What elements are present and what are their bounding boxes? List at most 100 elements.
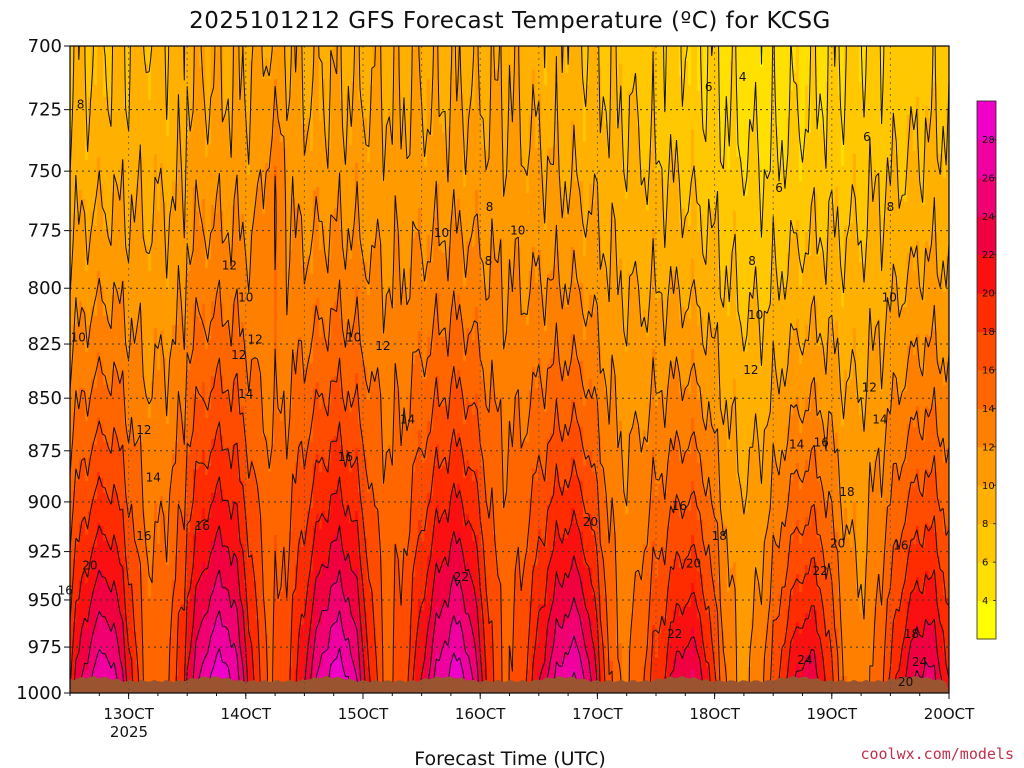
colorbar-tick-label: 16 bbox=[982, 366, 995, 377]
contour-label: 20 bbox=[898, 675, 913, 689]
colorbar-tick-label: 6 bbox=[982, 558, 988, 569]
contour-label: 24 bbox=[912, 655, 927, 669]
contour-label: 22 bbox=[667, 627, 682, 641]
grid-lines bbox=[70, 46, 949, 693]
x-axis-label: Forecast Time (UTC) bbox=[414, 748, 605, 768]
contour-label: 18 bbox=[904, 627, 919, 641]
chart-title: 2025101212 GFS Forecast Temperature (ºC)… bbox=[189, 8, 831, 34]
contour-label: 8 bbox=[77, 98, 85, 112]
colorbar-tick-label: 26 bbox=[982, 173, 995, 184]
contour-label: 16 bbox=[893, 539, 908, 553]
colorbar: 4 6 8 10 12 14 16 18 20 22 24 26 28 bbox=[976, 100, 997, 640]
colorbar-swatch bbox=[977, 254, 996, 294]
contour-labels: 8101620121416121212101416101214162210882… bbox=[58, 70, 928, 689]
x-tick-label: 18OCT bbox=[689, 705, 740, 723]
y-tick-label: 925 bbox=[28, 542, 62, 563]
contour-label: 20 bbox=[82, 558, 97, 572]
x-tick-label: 17OCT bbox=[572, 705, 623, 723]
colorbar-swatch bbox=[977, 101, 996, 140]
contour-label: 8 bbox=[485, 254, 493, 268]
x-tick-label: 19OCT bbox=[807, 705, 858, 723]
y-tick-label: 900 bbox=[28, 492, 62, 513]
colorbar-tick-label: 20 bbox=[982, 289, 995, 300]
contour-label: 16 bbox=[58, 583, 73, 597]
contour-label: 18 bbox=[712, 529, 727, 543]
colorbar-swatch bbox=[977, 331, 996, 371]
contour-label: 16 bbox=[136, 529, 151, 543]
surface-terrain bbox=[70, 675, 949, 693]
isotherm-20 bbox=[70, 476, 949, 693]
y-tick-label: 750 bbox=[28, 161, 62, 182]
colorbar-tick-label: 18 bbox=[982, 327, 995, 338]
isotherm-14 bbox=[70, 175, 949, 693]
contour-label: 8 bbox=[486, 200, 494, 214]
contour-label: 22 bbox=[454, 570, 469, 584]
colorbar-swatch bbox=[977, 370, 996, 409]
temperature-field bbox=[70, 46, 949, 693]
x-axis: 13OCT 14OCT 15OCT 16OCT 17OCT 18OCT 19OCT 20OCT bbox=[69, 693, 975, 723]
temperature-shading bbox=[70, 46, 949, 693]
isotherm-10 bbox=[70, 46, 949, 515]
colorbar-swatch bbox=[977, 139, 996, 179]
x-tick-label: 15OCT bbox=[338, 705, 389, 723]
contour-label: 6 bbox=[775, 181, 783, 195]
contour-label: 14 bbox=[400, 412, 415, 426]
colorbar-tick-label: 12 bbox=[982, 442, 995, 453]
contour-label: 12 bbox=[222, 258, 237, 272]
contour-label: 14 bbox=[146, 471, 161, 485]
colorbar-tick-label: 4 bbox=[982, 596, 988, 607]
colorbar-tick-label: 24 bbox=[982, 212, 995, 223]
colorbar-swatch bbox=[977, 523, 996, 563]
colorbar-tick-label: 10 bbox=[982, 481, 995, 492]
contour-label: 8 bbox=[887, 200, 895, 214]
y-tick-label: 850 bbox=[28, 388, 62, 409]
isotherm-22 bbox=[73, 525, 945, 693]
contour-label: 10 bbox=[238, 290, 253, 304]
x-tick-label: 14OCT bbox=[221, 705, 272, 723]
y-tick-label: 975 bbox=[28, 637, 62, 658]
contour-label: 10 bbox=[434, 226, 449, 240]
contour-label: 14 bbox=[238, 387, 253, 401]
isotherm-4 bbox=[760, 46, 763, 65]
y-tick-label: 875 bbox=[28, 441, 62, 462]
x-tick-label: 20OCT bbox=[924, 705, 975, 723]
contour-label: 12 bbox=[248, 333, 263, 347]
colorbar-tick-label: 8 bbox=[982, 519, 988, 530]
colorbar-swatch bbox=[977, 562, 996, 602]
isotherm-12 bbox=[70, 86, 949, 693]
contour-label: 6 bbox=[863, 130, 871, 144]
colorbar-swatch bbox=[977, 216, 996, 256]
contour-label: 12 bbox=[136, 423, 151, 437]
contour-label: 12 bbox=[862, 380, 877, 394]
contour-label: 10 bbox=[346, 330, 361, 344]
contour-label: 12 bbox=[375, 339, 390, 353]
contour-label: 16 bbox=[814, 435, 829, 449]
contour-label: 14 bbox=[789, 438, 804, 452]
colorbar-swatch bbox=[977, 600, 996, 640]
colorbar-tick-label: 22 bbox=[982, 250, 995, 261]
colorbar-swatch bbox=[977, 177, 996, 217]
isotherm-6 bbox=[663, 46, 885, 238]
contour-label: 12 bbox=[743, 363, 758, 377]
terrain-fill bbox=[70, 675, 949, 693]
contour-label: 20 bbox=[830, 537, 845, 551]
contour-label: 16 bbox=[338, 450, 353, 464]
contour-label: 10 bbox=[71, 330, 86, 344]
contour-label: 10 bbox=[510, 224, 525, 238]
colorbar-swatch bbox=[977, 408, 996, 448]
contour-label: 18 bbox=[839, 485, 854, 499]
contour-label: 22 bbox=[812, 564, 827, 578]
y-tick-label: 800 bbox=[28, 278, 62, 299]
credit-text: coolwx.com/models bbox=[860, 745, 1014, 763]
colorbar-tick-label: 28 bbox=[982, 135, 995, 146]
contour-label: 14 bbox=[872, 412, 887, 426]
x-tick-label: 16OCT bbox=[455, 705, 506, 723]
contour-label: 10 bbox=[748, 308, 763, 322]
colorbar-tick-label: 14 bbox=[982, 404, 995, 415]
y-tick-label: 950 bbox=[28, 590, 62, 611]
isotherm-16 bbox=[70, 357, 949, 693]
contour-label: 12 bbox=[231, 348, 246, 362]
x-tick-label: 13OCT bbox=[103, 705, 154, 723]
y-tick-label: 775 bbox=[28, 221, 62, 242]
